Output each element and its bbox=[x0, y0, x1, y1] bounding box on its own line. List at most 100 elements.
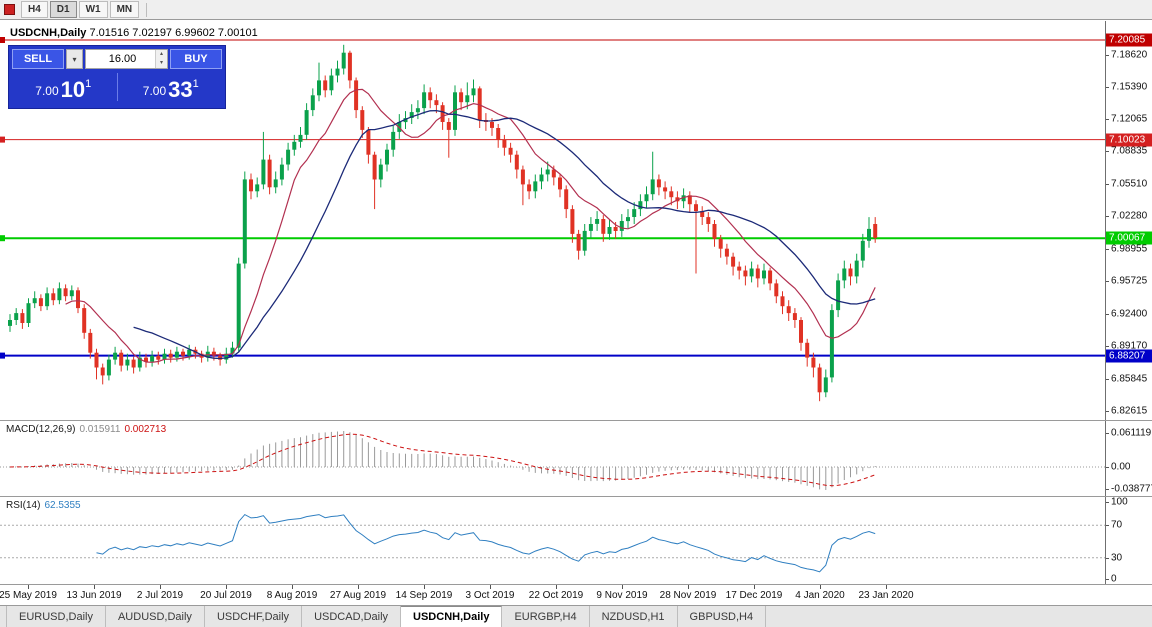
rsi-plot[interactable] bbox=[0, 497, 1106, 584]
buy-price[interactable]: 7.00 33 1 bbox=[120, 69, 223, 105]
timeframe-button-h4[interactable]: H4 bbox=[21, 1, 48, 18]
date-axis-tick bbox=[292, 585, 293, 589]
date-axis-label: 14 Sep 2019 bbox=[395, 590, 453, 601]
symbol-tabs-bar: EURUSD,Daily AUDUSD,Daily USDCHF,Daily USDC… bbox=[0, 606, 1152, 627]
moving-averages-layer bbox=[65, 88, 876, 363]
buy-button[interactable]: BUY bbox=[170, 49, 222, 69]
price-axis: 7.18620 7.15390 7.12065 7.08835 7.05510 7.022… bbox=[1105, 21, 1152, 420]
macd-plot[interactable] bbox=[0, 421, 1106, 496]
rsi-axis-label: 100 bbox=[1111, 496, 1128, 508]
tab-gbpusd-h4[interactable]: GBPUSD,H4 bbox=[678, 606, 767, 627]
hline-price-label: 6.88207 bbox=[1106, 349, 1152, 363]
tab-nzdusd-h1[interactable]: NZDUSD,H1 bbox=[590, 606, 678, 627]
hline-price-label: 7.10023 bbox=[1106, 133, 1152, 147]
buy-price-pips: 33 bbox=[168, 77, 193, 102]
volume-field: ▴ ▾ bbox=[85, 49, 168, 69]
macd-axis-label: -0.038777 bbox=[1111, 483, 1152, 495]
price-axis-tick bbox=[1106, 346, 1109, 348]
tab-usdchf-daily[interactable]: USDCHF,Daily bbox=[205, 606, 303, 627]
date-axis-tick bbox=[424, 585, 425, 589]
price-axis-label: 7.05510 bbox=[1111, 178, 1148, 190]
macd-axis-tick bbox=[1106, 488, 1109, 490]
macd-value-main: 0.015911 bbox=[79, 424, 121, 435]
date-axis-tick bbox=[94, 585, 95, 589]
symbol-period-label: USDCNH,Daily bbox=[10, 27, 87, 39]
main-chart-plot[interactable] bbox=[0, 21, 1106, 420]
price-axis-tick bbox=[1106, 151, 1109, 153]
price-axis-tick bbox=[1106, 314, 1109, 316]
price-axis-label: 6.92400 bbox=[1111, 308, 1148, 320]
date-axis-tick bbox=[490, 585, 491, 589]
date-axis-tick bbox=[820, 585, 821, 589]
timeframe-buttons: H4 D1 W1 MN bbox=[21, 1, 141, 18]
date-axis-tick bbox=[622, 585, 623, 589]
macd-axis-tick bbox=[1106, 433, 1109, 434]
rsi-value: 62.5355 bbox=[44, 500, 81, 511]
rsi-axis-tick bbox=[1106, 579, 1109, 580]
sell-price-pips: 10 bbox=[60, 77, 86, 102]
price-axis-tick bbox=[1106, 119, 1109, 121]
sell-price[interactable]: 7.00 10 1 bbox=[12, 69, 115, 105]
timeframe-button-mn[interactable]: MN bbox=[109, 1, 140, 18]
volume-input[interactable] bbox=[86, 50, 167, 68]
tab-audusd-daily[interactable]: AUDUSD,Daily bbox=[106, 606, 205, 627]
tab-eurgbp-h4[interactable]: EURGBP,H4 bbox=[502, 606, 590, 627]
macd-label: MACD(12,26,9) 0.015911 0.002713 bbox=[6, 424, 166, 435]
date-axis-label: 25 May 2019 bbox=[0, 590, 57, 601]
date-axis-label: 27 Aug 2019 bbox=[329, 590, 387, 601]
price-axis-tick bbox=[1106, 86, 1109, 88]
date-axis-tick bbox=[754, 585, 755, 589]
date-axis: 25 May 2019 13 Jun 2019 2 Jul 2019 20 Jul 2… bbox=[0, 585, 1152, 606]
chart-title: USDCNH,Daily 7.01516 7.02197 6.99602 7.0… bbox=[10, 27, 258, 39]
tab-eurusd-daily[interactable]: EURUSD,Daily bbox=[6, 606, 106, 627]
sell-price-point: 1 bbox=[85, 78, 92, 90]
price-axis-tick bbox=[1106, 379, 1109, 380]
chart-icon bbox=[4, 4, 15, 15]
date-axis-label: 28 Nov 2019 bbox=[659, 590, 717, 601]
rsi-axis-tick bbox=[1106, 557, 1109, 559]
volume-decrease-icon[interactable]: ▾ bbox=[156, 59, 167, 68]
main-chart-panel: 7.18620 7.15390 7.12065 7.08835 7.05510 7.022… bbox=[0, 21, 1152, 421]
price-axis-label: 7.12065 bbox=[1111, 113, 1148, 125]
date-axis-tick bbox=[226, 585, 227, 589]
date-axis-tick bbox=[688, 585, 689, 589]
price-axis-label: 6.95725 bbox=[1111, 275, 1148, 287]
macd-histogram bbox=[15, 431, 876, 490]
one-click-trading-panel: SELL ▾ ▴ ▾ BUY 7.00 10 1 7.00 33 1 bbox=[8, 45, 226, 109]
date-axis-label: 23 Jan 2020 bbox=[858, 590, 914, 601]
volume-dropdown-icon[interactable]: ▾ bbox=[66, 49, 83, 69]
price-axis-label: 7.08835 bbox=[1111, 145, 1148, 157]
price-axis-label: 6.89170 bbox=[1111, 340, 1148, 352]
date-axis-label: 17 Dec 2019 bbox=[725, 590, 783, 601]
price-axis-label: 6.82615 bbox=[1111, 405, 1148, 417]
tab-usdcnh-daily[interactable]: USDCNH,Daily bbox=[401, 606, 503, 627]
timeframe-button-d1[interactable]: D1 bbox=[49, 1, 77, 18]
hline-price-label: 7.00067 bbox=[1106, 231, 1152, 245]
hline-price-label: 7.20085 bbox=[1106, 33, 1152, 47]
price-axis-tick bbox=[1106, 281, 1109, 283]
macd-axis-label: 0.00 bbox=[1111, 461, 1131, 473]
price-axis-label: 6.98955 bbox=[1111, 243, 1148, 255]
rsi-axis-tick bbox=[1106, 502, 1109, 503]
price-axis-tick bbox=[1106, 249, 1109, 251]
date-axis-label: 3 Oct 2019 bbox=[465, 590, 515, 601]
timeframe-button-w1[interactable]: W1 bbox=[78, 1, 108, 18]
volume-increase-icon[interactable]: ▴ bbox=[156, 50, 167, 59]
sell-button[interactable]: SELL bbox=[12, 49, 64, 69]
macd-axis: 0.061119 0.00 -0.038777 bbox=[1105, 421, 1152, 496]
date-axis-tick bbox=[160, 585, 161, 589]
price-axis-label: 7.15390 bbox=[1111, 81, 1148, 92]
tab-usdcad-daily[interactable]: USDCAD,Daily bbox=[302, 606, 402, 627]
price-axis-tick bbox=[1106, 411, 1109, 412]
date-axis-label: 22 Oct 2019 bbox=[528, 590, 584, 601]
date-axis-tick bbox=[886, 585, 887, 589]
rsi-label: RSI(14) 62.5355 bbox=[6, 500, 81, 511]
price-axis-tick bbox=[1106, 184, 1109, 186]
candles-layer bbox=[8, 44, 878, 402]
rsi-axis-label: 0 bbox=[1111, 573, 1117, 585]
price-axis-label: 7.18620 bbox=[1111, 49, 1148, 60]
volume-spinner: ▴ ▾ bbox=[155, 50, 167, 68]
price-axis-tick bbox=[1106, 216, 1109, 218]
date-axis-tick bbox=[556, 585, 557, 589]
rsi-name: RSI(14) bbox=[6, 500, 41, 511]
